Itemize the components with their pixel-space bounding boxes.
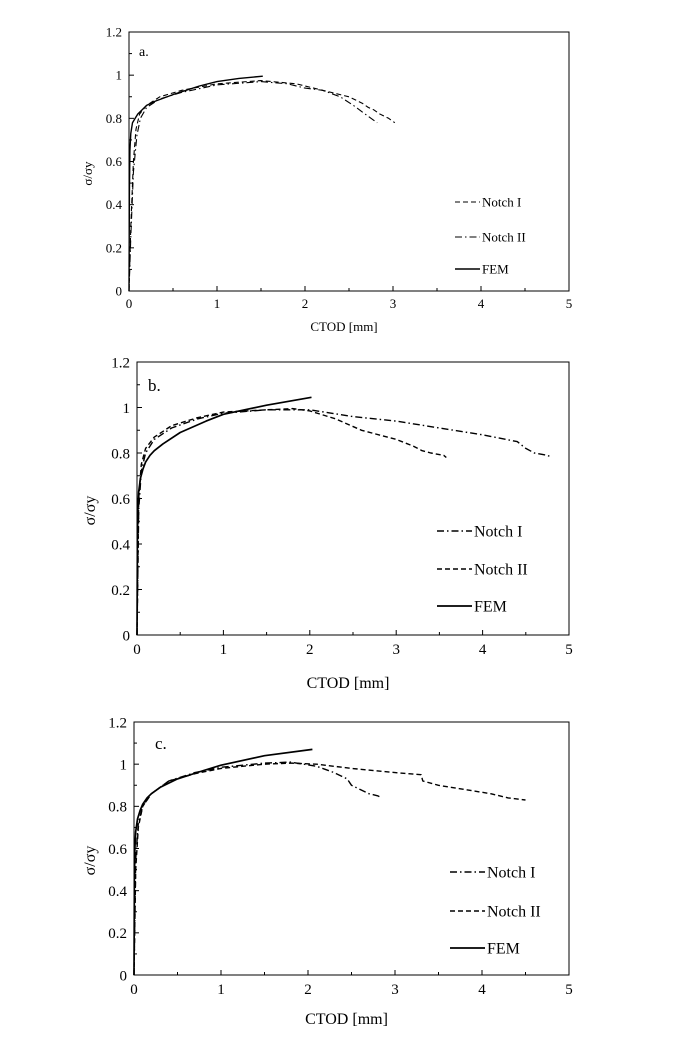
x-tick-label: 4 — [479, 642, 487, 658]
x-tick-label: 3 — [390, 296, 397, 311]
y-tick-label: 0.8 — [111, 446, 130, 462]
panel-label: c. — [155, 734, 167, 753]
x-tick-label: 3 — [391, 982, 399, 998]
series-line-notch-i — [136, 409, 553, 636]
x-tick-label: 3 — [392, 642, 400, 658]
y-tick-label: 1.2 — [106, 25, 122, 40]
chart-panel-2: 0 0.2 0.4 0.6 0.8 1 1.2 0 1 2 3 4 5 CTOD [mm] σ/σy b. No… — [82, 355, 573, 692]
plot-frame — [136, 361, 570, 636]
legend-entry: FEM — [437, 599, 507, 616]
series-line-fem — [136, 396, 312, 636]
legend-entry: FEM — [455, 262, 509, 277]
y-tick-label: 0.4 — [108, 884, 127, 900]
x-tick-label: 2 — [306, 642, 314, 658]
x-tick-label: 5 — [566, 296, 573, 311]
x-axis-label: CTOD [mm] — [307, 675, 390, 692]
legend-label: FEM — [474, 599, 507, 616]
y-tick-label: 0.6 — [106, 154, 123, 169]
x-tick-label: 0 — [133, 642, 141, 658]
x-tick-label: 5 — [565, 642, 573, 658]
legend-label: FEM — [482, 262, 509, 277]
series-line-notch-ii — [128, 81, 378, 292]
x-axis-label: CTOD [mm] — [305, 1011, 388, 1028]
y-tick-label: 0.8 — [108, 800, 127, 816]
legend-entry: Notch I — [455, 195, 521, 210]
legend-label: Notch II — [487, 904, 541, 921]
x-tick-label: 0 — [130, 982, 138, 998]
y-tick-label: 0 — [123, 628, 131, 644]
legend-label: Notch II — [482, 230, 526, 245]
y-tick-label: 0.6 — [111, 492, 130, 508]
y-tick-label: 1.2 — [108, 715, 127, 731]
panel-label: b. — [148, 376, 161, 395]
legend-entry: Notch I — [437, 524, 522, 541]
y-tick-label: 1 — [116, 68, 123, 83]
series-line-notch-ii — [133, 762, 526, 976]
plot-frame — [128, 31, 570, 292]
x-axis-label: CTOD [mm] — [310, 319, 377, 334]
y-tick-label: 0.4 — [106, 197, 123, 212]
legend-label: FEM — [487, 941, 520, 958]
y-tick-label: 0 — [120, 968, 128, 984]
x-tick-label: 1 — [220, 642, 228, 658]
x-tick-label: 1 — [214, 296, 221, 311]
plot-frame — [133, 721, 570, 976]
x-tick-label: 2 — [302, 296, 309, 311]
legend-label: Notch I — [487, 865, 535, 882]
y-axis-label: σ/σy — [82, 496, 99, 526]
legend-entry: Notch II — [455, 230, 526, 245]
x-tick-label: 0 — [126, 296, 133, 311]
x-tick-label: 4 — [478, 296, 485, 311]
legend-entry: Notch I — [450, 865, 535, 882]
y-tick-label: 0.2 — [111, 583, 130, 599]
y-tick-label: 0.6 — [108, 842, 127, 858]
chart-panel-1: 0 0.2 0.4 0.6 0.8 1 1.2 0 1 2 3 4 5 CTOD [mm] σ/σy a. No… — [80, 25, 572, 334]
y-tick-label: 0.4 — [111, 537, 130, 553]
x-tick-label: 5 — [565, 982, 573, 998]
y-tick-label: 1 — [123, 401, 131, 417]
x-tick-label: 2 — [304, 982, 312, 998]
x-tick-label: 1 — [217, 982, 225, 998]
x-tick-label: 4 — [478, 982, 486, 998]
legend-entry: Notch II — [450, 904, 541, 921]
y-tick-label: 0 — [116, 284, 123, 299]
y-tick-label: 1 — [120, 757, 128, 773]
legend-entry: Notch II — [437, 562, 528, 579]
series-line-notch-i — [133, 761, 383, 976]
series-line-fem — [133, 748, 313, 976]
legend-label: Notch I — [482, 195, 521, 210]
series-line-fem — [128, 75, 263, 292]
y-tick-label: 1.2 — [111, 355, 130, 371]
chart-panel-3: 0 0.2 0.4 0.6 0.8 1 1.2 0 1 2 3 4 5 CTOD [mm] σ/σy c. No… — [82, 715, 573, 1028]
y-tick-label: 0.2 — [108, 926, 127, 942]
y-axis-label: σ/σy — [80, 161, 95, 186]
series-line-notch-ii — [136, 407, 447, 636]
panel-label: a. — [139, 45, 149, 60]
legend-label: Notch II — [474, 562, 528, 579]
series-line-notch-i — [128, 80, 396, 292]
legend-entry: FEM — [450, 941, 520, 958]
legend-label: Notch I — [474, 524, 522, 541]
y-axis-label: σ/σy — [82, 846, 99, 876]
y-tick-label: 0.2 — [106, 240, 122, 255]
y-tick-label: 0.8 — [106, 111, 122, 126]
